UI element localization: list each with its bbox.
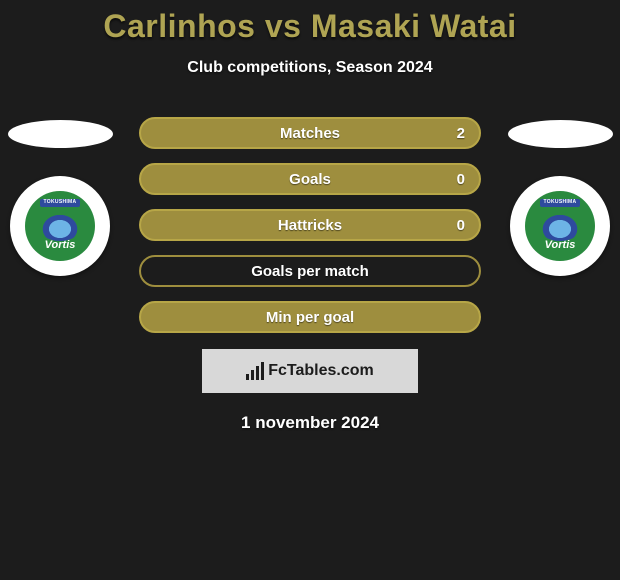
page-title: Carlinhos vs Masaki Watai bbox=[0, 0, 620, 45]
club-banner-text: TOKUSHIMA bbox=[40, 199, 81, 207]
stat-row-min-per-goal: Min per goal bbox=[139, 301, 481, 333]
stat-label: Hattricks bbox=[278, 217, 342, 234]
watermark: FcTables.com bbox=[202, 349, 418, 393]
club-banner-text: TOKUSHIMA bbox=[540, 199, 581, 207]
watermark-text: FcTables.com bbox=[268, 362, 374, 380]
subtitle: Club competitions, Season 2024 bbox=[0, 59, 620, 77]
club-brand-text: Vortis bbox=[545, 239, 576, 251]
stat-label: Goals per match bbox=[251, 263, 369, 280]
player-left-block: TOKUSHIMA Vortis bbox=[0, 120, 120, 276]
stats-container: Matches 2 Goals 0 Hattricks 0 Goals per … bbox=[139, 117, 481, 333]
player-left-silhouette bbox=[8, 120, 113, 148]
stat-row-hattricks: Hattricks 0 bbox=[139, 209, 481, 241]
stat-label: Matches bbox=[280, 125, 340, 142]
stat-label: Min per goal bbox=[266, 309, 354, 326]
stat-value-right: 0 bbox=[457, 217, 465, 234]
club-crest: TOKUSHIMA Vortis bbox=[25, 191, 95, 261]
stat-row-goals-per-match: Goals per match bbox=[139, 255, 481, 287]
club-brand-text: Vortis bbox=[45, 239, 76, 251]
stat-value-right: 0 bbox=[457, 171, 465, 188]
club-crest: TOKUSHIMA Vortis bbox=[525, 191, 595, 261]
stat-label: Goals bbox=[289, 171, 331, 188]
watermark-bars-icon bbox=[246, 362, 264, 380]
club-badge-left: TOKUSHIMA Vortis bbox=[10, 176, 110, 276]
stat-row-goals: Goals 0 bbox=[139, 163, 481, 195]
player-right-block: TOKUSHIMA Vortis bbox=[500, 120, 620, 276]
player-right-silhouette bbox=[508, 120, 613, 148]
snapshot-date: 1 november 2024 bbox=[0, 413, 620, 433]
stat-value-right: 2 bbox=[457, 125, 465, 142]
club-badge-right: TOKUSHIMA Vortis bbox=[510, 176, 610, 276]
stat-row-matches: Matches 2 bbox=[139, 117, 481, 149]
club-swirl-icon bbox=[38, 211, 82, 241]
club-swirl-icon bbox=[538, 211, 582, 241]
